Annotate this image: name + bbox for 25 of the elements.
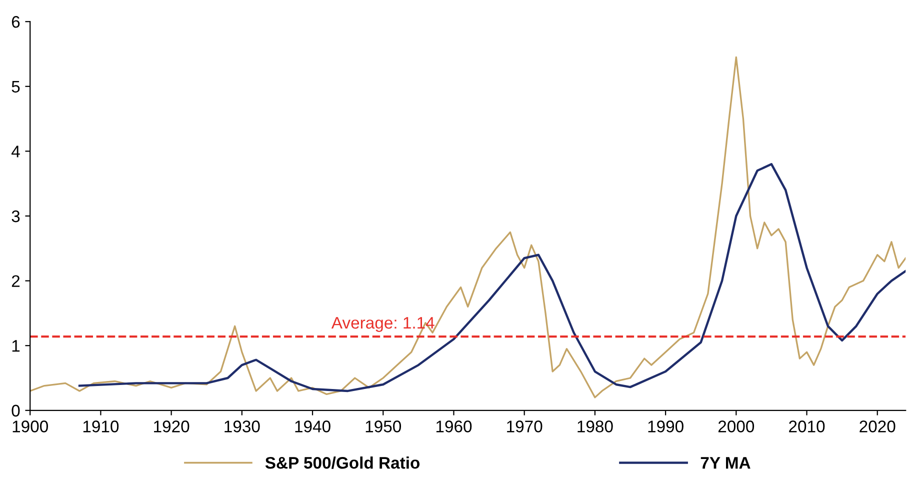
y-tick-label: 1 [12, 340, 20, 352]
x-tick-label: 1950 [366, 420, 402, 432]
x-tick-label: 1960 [436, 420, 472, 432]
ref-line-label: Average: 1.14 [331, 317, 434, 332]
x-tick-label: 1980 [578, 420, 613, 432]
x-tick-label: 1910 [83, 420, 119, 432]
x-tick-label: 1940 [295, 420, 330, 432]
y-tick-label: 6 [12, 16, 20, 28]
x-tick-label: 1990 [648, 420, 684, 432]
x-tick-label: 2020 [860, 420, 896, 432]
legend-label: 7Y MA [700, 457, 750, 469]
line-series [30, 56, 906, 398]
line-series [78, 163, 906, 392]
y-tick-label: 4 [11, 146, 20, 158]
x-tick-label: 2000 [718, 420, 754, 432]
legend-label: S&P 500/Gold Ratio [265, 456, 420, 469]
y-tick-label: 3 [12, 210, 20, 222]
x-tick-label: 1930 [224, 420, 260, 432]
x-tick-label: 1900 [12, 420, 48, 432]
y-tick-label: 2 [12, 275, 20, 287]
x-tick-label: 1920 [154, 420, 190, 432]
y-tick-label: 5 [12, 80, 20, 93]
x-tick-label: 2010 [789, 420, 825, 432]
y-tick-label: 0 [12, 404, 20, 417]
x-tick-label: 1970 [507, 420, 542, 432]
